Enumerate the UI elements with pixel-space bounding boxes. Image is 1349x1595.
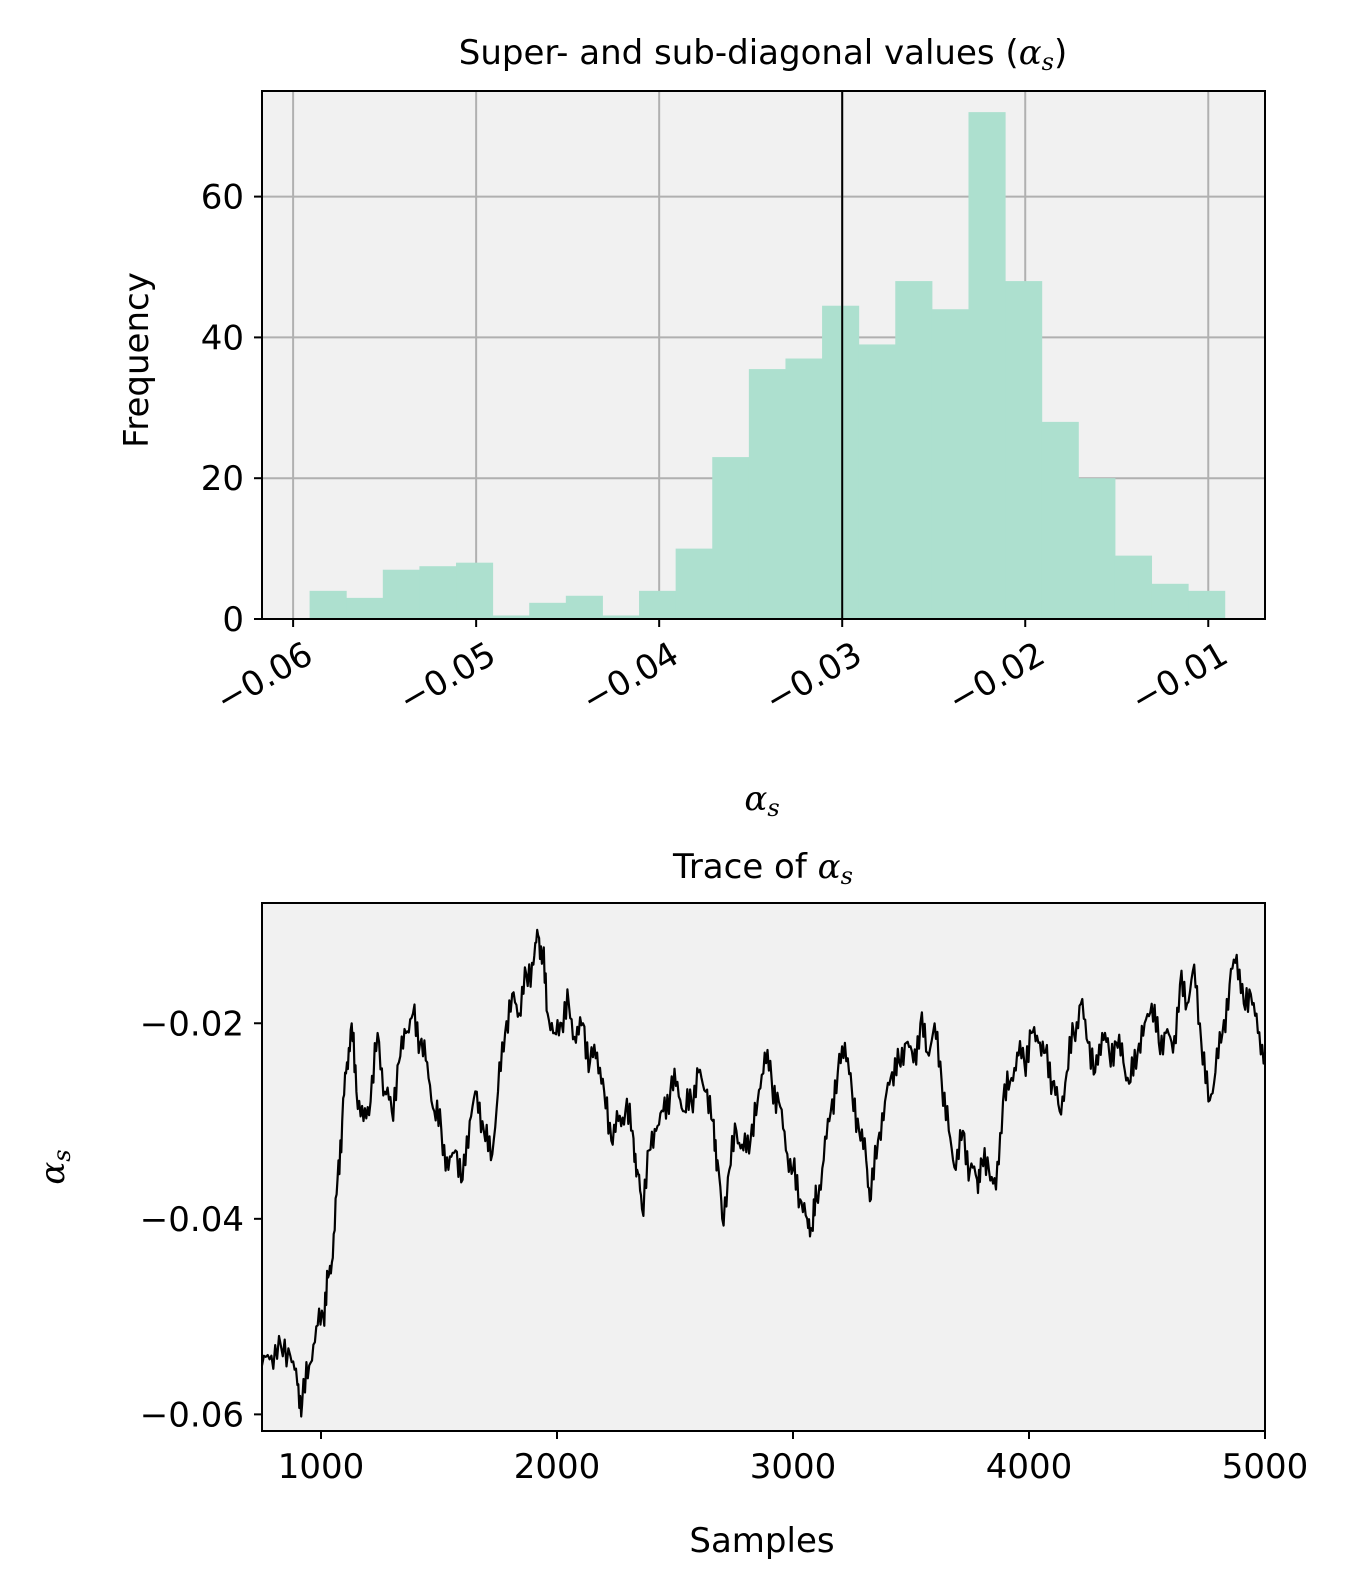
histogram-bar — [1078, 478, 1116, 619]
trace-x-tick-label: 5000 — [1222, 1447, 1309, 1487]
histogram-y-ticks: 0 20 40 60 — [201, 178, 262, 640]
histogram-bar — [895, 281, 933, 619]
histogram-y-label: Frequency — [117, 272, 157, 448]
trace-x-tick-label: 3000 — [750, 1447, 837, 1487]
histogram-bar — [931, 309, 969, 619]
histogram-bar — [382, 569, 420, 619]
histogram-x-ticks: −0.06 −0.05 −0.04 −0.03 −0.02 −0.01 — [209, 619, 1235, 721]
trace-x-label: Samples — [689, 1521, 834, 1561]
histogram-x-tick-label: −0.01 — [1125, 634, 1235, 721]
histogram-x-label: αs — [744, 779, 779, 822]
trace-y-ticks: −0.06 −0.04 −0.02 — [140, 1004, 262, 1435]
histogram-x-tick-label: −0.02 — [941, 634, 1051, 721]
trace-y-label: αs — [33, 1149, 76, 1184]
trace-title: Trace of αs — [672, 847, 853, 890]
trace-frame — [261, 902, 1266, 1432]
histogram-bar — [785, 358, 823, 619]
trace-panel: 1000 2000 3000 4000 5000 −0.06 −0.04 −0.02 Tra… — [33, 847, 1308, 1561]
histogram-y-tick-label: 0 — [222, 600, 244, 640]
histogram-y-tick-label: 60 — [201, 178, 244, 218]
histogram-bar — [1188, 590, 1226, 619]
histogram-panel: −0.06 −0.05 −0.04 −0.03 −0.02 −0.01 0 20 40 60 S… — [117, 33, 1266, 822]
histogram-bars — [309, 112, 1226, 620]
histogram-bar — [309, 590, 347, 619]
histogram-bar — [529, 602, 567, 619]
trace-x-tick-label: 4000 — [986, 1447, 1073, 1487]
histogram-bar — [456, 562, 494, 619]
histogram-bar — [1041, 421, 1079, 619]
histogram-title: Super- and sub-diagonal values (αs) — [459, 33, 1068, 76]
trace-series-line — [260, 928, 1267, 1418]
histogram-x-tick-label: −0.05 — [392, 634, 502, 721]
histogram-y-tick-label: 40 — [201, 318, 244, 358]
histogram-x-tick-label: −0.03 — [758, 634, 868, 721]
histogram-bar — [822, 305, 860, 619]
histogram-bar — [419, 566, 457, 619]
trace-x-tick-label: 1000 — [278, 1447, 365, 1487]
trace-plot-area — [262, 903, 1265, 1431]
trace-y-tick-label: −0.06 — [140, 1395, 244, 1435]
histogram-bar — [346, 597, 384, 619]
trace-y-tick-label: −0.04 — [140, 1200, 244, 1240]
histogram-bar — [675, 548, 713, 619]
histogram-bar — [748, 369, 786, 619]
histogram-bar — [492, 615, 530, 619]
trace-y-tick-label: −0.02 — [140, 1004, 244, 1044]
trace-x-ticks: 1000 2000 3000 4000 5000 — [278, 1431, 1309, 1487]
histogram-bar — [1005, 281, 1043, 619]
histogram-bar — [712, 457, 750, 619]
trace-x-tick-label: 2000 — [514, 1447, 601, 1487]
histogram-bar — [1114, 555, 1153, 619]
histogram-x-tick-label: −0.06 — [209, 634, 319, 721]
histogram-frame — [261, 90, 1266, 620]
histogram-bar — [602, 615, 640, 619]
histogram-bar — [1151, 583, 1189, 619]
histogram-bar — [639, 590, 677, 619]
histogram-x-tick-label: −0.04 — [575, 634, 685, 721]
histogram-bar — [858, 344, 896, 619]
histogram-y-tick-label: 20 — [201, 459, 244, 499]
histogram-bar — [968, 112, 1006, 620]
histogram-bar — [565, 595, 603, 619]
